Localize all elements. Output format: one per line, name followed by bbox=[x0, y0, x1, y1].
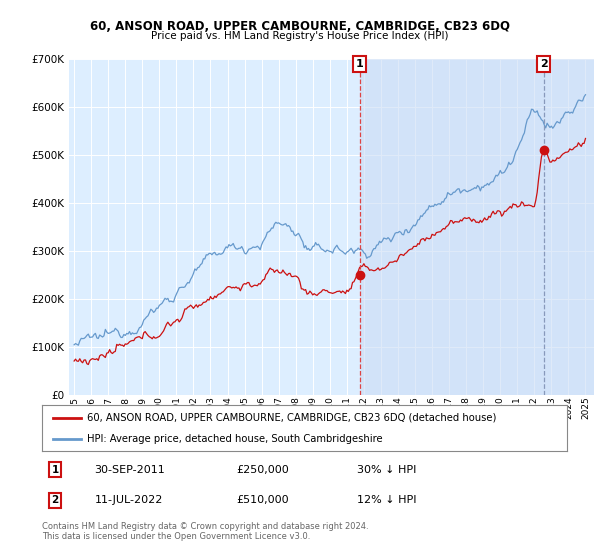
Text: 60, ANSON ROAD, UPPER CAMBOURNE, CAMBRIDGE, CB23 6DQ: 60, ANSON ROAD, UPPER CAMBOURNE, CAMBRID… bbox=[90, 20, 510, 32]
Text: 2: 2 bbox=[52, 496, 59, 506]
Text: 30% ↓ HPI: 30% ↓ HPI bbox=[357, 465, 416, 475]
Text: £510,000: £510,000 bbox=[236, 496, 289, 506]
Text: Price paid vs. HM Land Registry's House Price Index (HPI): Price paid vs. HM Land Registry's House … bbox=[151, 31, 449, 41]
Bar bbox=[359, 59, 594, 395]
Text: 11-JUL-2022: 11-JUL-2022 bbox=[95, 496, 163, 506]
Text: HPI: Average price, detached house, South Cambridgeshire: HPI: Average price, detached house, Sout… bbox=[86, 435, 382, 444]
Text: 1: 1 bbox=[356, 59, 364, 69]
Text: £250,000: £250,000 bbox=[236, 465, 289, 475]
Text: 30-SEP-2011: 30-SEP-2011 bbox=[95, 465, 165, 475]
Text: Contains HM Land Registry data © Crown copyright and database right 2024.
This d: Contains HM Land Registry data © Crown c… bbox=[42, 522, 368, 542]
Text: 1: 1 bbox=[52, 465, 59, 475]
Text: 60, ANSON ROAD, UPPER CAMBOURNE, CAMBRIDGE, CB23 6DQ (detached house): 60, ANSON ROAD, UPPER CAMBOURNE, CAMBRID… bbox=[86, 413, 496, 423]
Text: 2: 2 bbox=[539, 59, 547, 69]
Text: 12% ↓ HPI: 12% ↓ HPI bbox=[357, 496, 416, 506]
